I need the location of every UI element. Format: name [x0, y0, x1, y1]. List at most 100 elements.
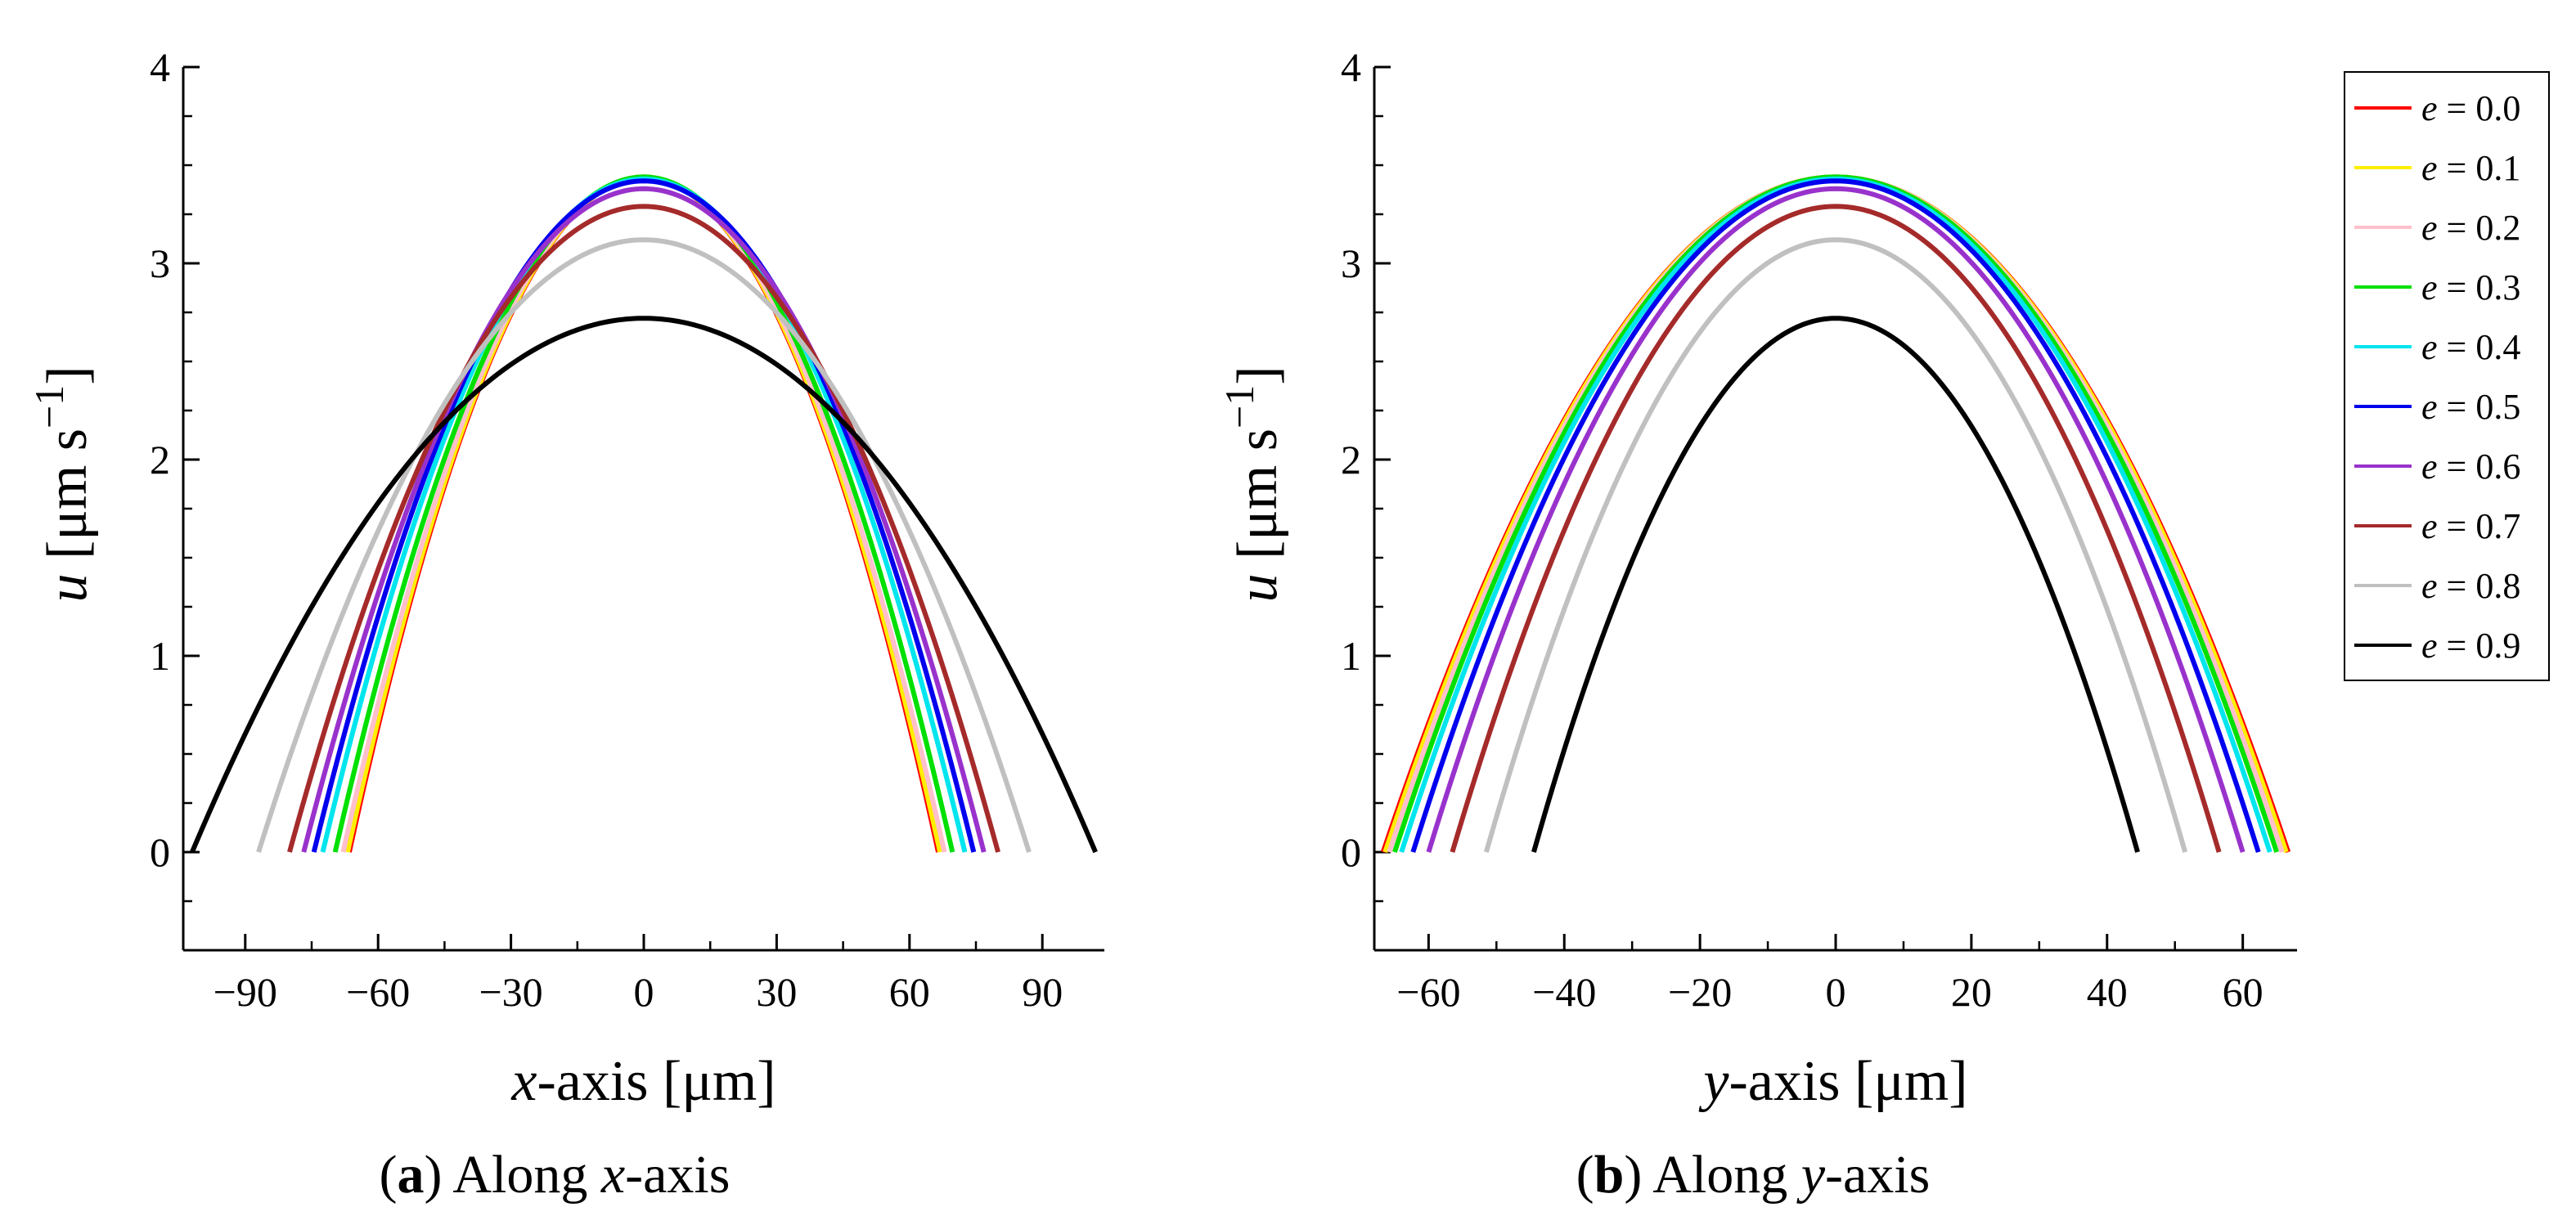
- legend-label-rest: = 0.4: [2438, 327, 2521, 367]
- x-tick-label: 30: [756, 969, 797, 1015]
- y-axis-title-close: ]: [1226, 366, 1289, 384]
- x-tick-label: 20: [1951, 969, 1992, 1015]
- series-line-e06: [1426, 186, 2246, 853]
- legend-label: e = 0.0: [2421, 88, 2520, 128]
- series-line-e01: [344, 174, 943, 853]
- legend-label-rest: = 0.3: [2438, 267, 2521, 307]
- legend-label-var: e: [2421, 626, 2438, 666]
- legend-label-var: e: [2421, 88, 2438, 128]
- y-tick-label: 4: [150, 44, 170, 90]
- caption-close: ) Along: [425, 1145, 601, 1205]
- series-line-e08: [256, 237, 1032, 853]
- y-axis-title: u [μm s−1]: [1216, 366, 1289, 602]
- legend-label: e = 0.8: [2421, 566, 2520, 606]
- caption-letter: a: [398, 1145, 425, 1205]
- legend-label-rest: = 0.9: [2438, 626, 2521, 666]
- legend-label-rest: = 0.8: [2438, 566, 2521, 606]
- x-axis-title-var: x: [510, 1050, 537, 1113]
- y-axis-title-sup: −1: [1216, 385, 1262, 429]
- legend-label-rest: = 0.7: [2438, 506, 2521, 546]
- x-tick-label: 40: [2087, 969, 2128, 1015]
- y-tick-label: 1: [1341, 633, 1361, 679]
- y-tick-label: 3: [1341, 240, 1361, 286]
- series-line-e09: [1531, 316, 2140, 853]
- legend-label-var: e: [2421, 387, 2438, 427]
- legend-label-var: e: [2421, 327, 2438, 367]
- legend-label-rest: = 0.6: [2438, 446, 2521, 487]
- caption-open: (: [380, 1145, 398, 1205]
- x-tick-label: −60: [346, 969, 410, 1015]
- legend-label: e = 0.2: [2421, 208, 2520, 248]
- y-axis-title-rest: [μm s: [1226, 429, 1289, 574]
- x-axis-title-rest: -axis [μm]: [537, 1050, 775, 1113]
- x-tick-label: 0: [1826, 969, 1846, 1015]
- legend-label: e = 0.7: [2421, 506, 2520, 546]
- legend-label-var: e: [2421, 208, 2438, 248]
- caption-var: x: [600, 1145, 625, 1205]
- caption-letter: b: [1594, 1145, 1625, 1205]
- y-axis-title-var: u: [1226, 574, 1289, 603]
- x-tick-label: 90: [1022, 969, 1063, 1015]
- y-tick-label: 4: [1341, 44, 1361, 90]
- x-tick-label: −20: [1668, 969, 1732, 1015]
- series-line-e04: [320, 176, 968, 853]
- y-tick-label: 1: [150, 633, 170, 679]
- legend-label-var: e: [2421, 506, 2438, 546]
- series-line-e03: [332, 174, 955, 853]
- panel-caption: (a) Along x-axis: [380, 1145, 731, 1205]
- x-tick-label: −90: [214, 969, 277, 1015]
- y-axis-title-rest: [μm s: [36, 429, 99, 574]
- legend-label: e = 0.3: [2421, 267, 2520, 307]
- series-line-e02: [340, 174, 947, 853]
- legend-box: [2344, 71, 2550, 681]
- x-tick-label: 0: [634, 969, 654, 1015]
- series-line-e07: [287, 204, 1000, 853]
- caption-close: ) Along: [1624, 1145, 1801, 1205]
- x-tick-label: −30: [479, 969, 542, 1015]
- legend-label: e = 0.1: [2421, 148, 2520, 188]
- legend: e = 0.0e = 0.1e = 0.2e = 0.3e = 0.4e = 0…: [2344, 71, 2550, 681]
- series-line-e05: [311, 178, 977, 853]
- x-tick-label: 60: [889, 969, 930, 1015]
- series-line-e05: [1410, 178, 2261, 853]
- x-axis-title: y-axis [μm]: [1698, 1050, 1967, 1113]
- legend-label: e = 0.5: [2421, 387, 2520, 427]
- legend-label-var: e: [2421, 566, 2438, 606]
- x-axis-title-var: y: [1698, 1050, 1729, 1113]
- caption-rest: -axis: [625, 1145, 730, 1205]
- legend-label-rest: = 0.1: [2438, 148, 2521, 188]
- series-line-e09: [190, 316, 1098, 854]
- caption-var: y: [1796, 1145, 1826, 1205]
- x-axis-title: x-axis [μm]: [510, 1050, 775, 1113]
- legend-label-rest: = 0.5: [2438, 387, 2521, 427]
- x-axis-title-rest: -axis [μm]: [1729, 1050, 1967, 1113]
- series-line-e06: [301, 186, 987, 853]
- legend-label-var: e: [2421, 267, 2438, 307]
- series-line-e08: [1483, 237, 2188, 853]
- y-axis-title-sup: −1: [26, 385, 72, 429]
- y-axis-title: u [μm s−1]: [26, 366, 99, 602]
- series-line-e07: [1450, 204, 2222, 853]
- y-tick-label: 2: [1341, 437, 1361, 482]
- legend-label: e = 0.4: [2421, 327, 2520, 367]
- legend-label-rest: = 0.2: [2438, 208, 2521, 248]
- legend-label: e = 0.6: [2421, 446, 2520, 487]
- y-tick-label: 3: [150, 240, 170, 286]
- caption-open: (: [1576, 1145, 1594, 1205]
- y-tick-label: 0: [150, 829, 170, 875]
- x-tick-label: −40: [1532, 969, 1596, 1015]
- caption-rest: -axis: [1825, 1145, 1930, 1205]
- y-tick-label: 0: [1341, 829, 1361, 875]
- y-tick-label: 2: [150, 437, 170, 482]
- panel-caption: (b) Along y-axis: [1576, 1145, 1931, 1205]
- y-axis-title-close: ]: [36, 366, 99, 384]
- x-tick-label: −60: [1396, 969, 1460, 1015]
- legend-label: e = 0.9: [2421, 626, 2520, 666]
- legend-label-rest: = 0.0: [2438, 88, 2521, 128]
- series-line-e0: [347, 174, 941, 853]
- x-tick-label: 60: [2223, 969, 2264, 1015]
- y-axis-title-var: u: [36, 574, 99, 603]
